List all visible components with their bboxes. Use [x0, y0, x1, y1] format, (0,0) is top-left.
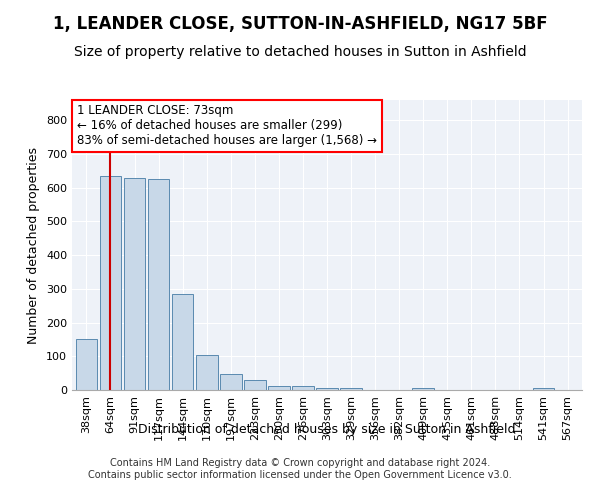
- Text: 1, LEANDER CLOSE, SUTTON-IN-ASHFIELD, NG17 5BF: 1, LEANDER CLOSE, SUTTON-IN-ASHFIELD, NG…: [53, 15, 547, 33]
- Bar: [268, 386, 290, 390]
- Text: Contains HM Land Registry data © Crown copyright and database right 2024.
Contai: Contains HM Land Registry data © Crown c…: [88, 458, 512, 480]
- Text: 1 LEANDER CLOSE: 73sqm
← 16% of detached houses are smaller (299)
83% of semi-de: 1 LEANDER CLOSE: 73sqm ← 16% of detached…: [77, 104, 377, 148]
- Text: Size of property relative to detached houses in Sutton in Ashfield: Size of property relative to detached ho…: [74, 45, 526, 59]
- Bar: [340, 388, 362, 390]
- Bar: [148, 179, 169, 390]
- Bar: [172, 294, 193, 390]
- Bar: [76, 340, 97, 390]
- Text: Distribution of detached houses by size in Sutton in Ashfield: Distribution of detached houses by size …: [138, 422, 516, 436]
- Bar: [316, 388, 338, 390]
- Bar: [244, 380, 266, 390]
- Bar: [124, 178, 145, 390]
- Bar: [196, 354, 218, 390]
- Bar: [220, 374, 242, 390]
- Bar: [292, 386, 314, 390]
- Y-axis label: Number of detached properties: Number of detached properties: [28, 146, 40, 344]
- Bar: [412, 388, 434, 390]
- Bar: [533, 388, 554, 390]
- Bar: [100, 176, 121, 390]
